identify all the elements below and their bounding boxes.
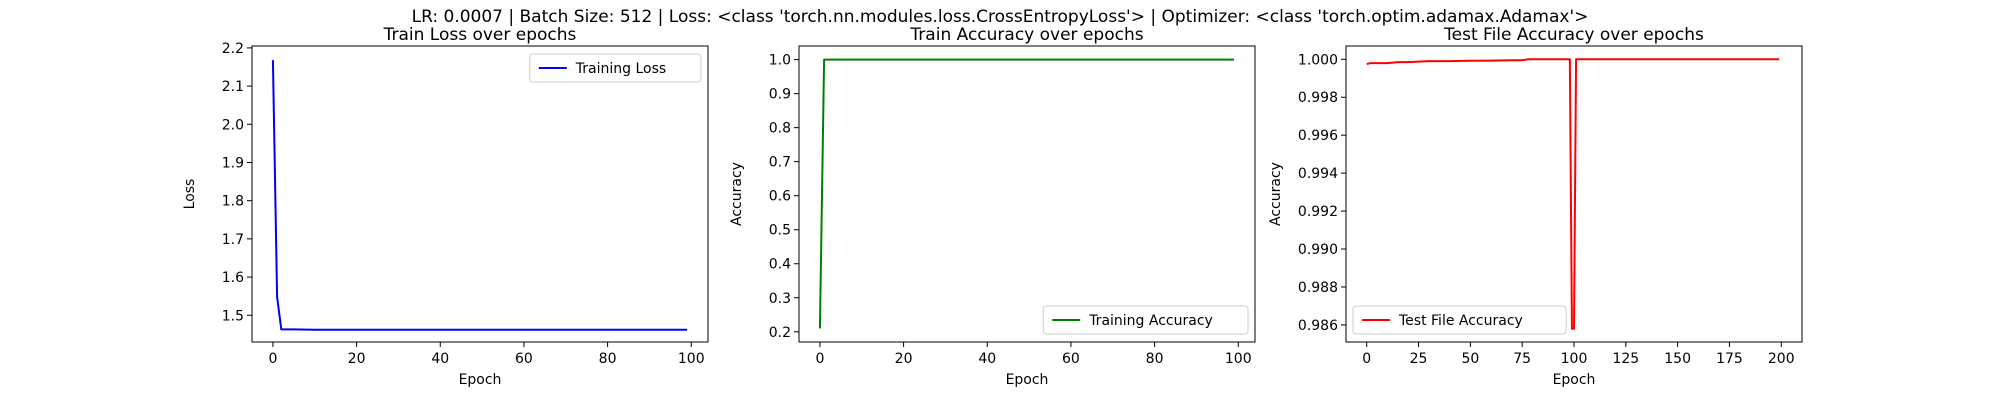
x-tick-label: 20 xyxy=(348,351,366,367)
x-tick-label: 175 xyxy=(1716,351,1743,367)
x-tick-label: 75 xyxy=(1513,351,1531,367)
y-tick-label: 1.8 xyxy=(222,194,244,210)
x-tick-label: 20 xyxy=(895,351,913,367)
y-axis-label: Accuracy xyxy=(1268,162,1284,226)
y-axis-label: Loss xyxy=(182,179,198,210)
series-line-1 xyxy=(818,58,1235,329)
x-tick-label: 50 xyxy=(1461,351,1479,367)
x-axis-label: Epoch xyxy=(1553,372,1596,388)
x-axis-label: Epoch xyxy=(459,372,502,388)
y-tick-label: 0.3 xyxy=(769,291,791,307)
y-tick-label: 1.6 xyxy=(222,270,244,286)
x-tick-label: 0 xyxy=(268,351,277,367)
y-tick-label: 0.992 xyxy=(1298,204,1338,220)
y-tick-label: 1.9 xyxy=(222,155,244,171)
y-tick-label: 2.2 xyxy=(222,41,244,57)
plot-title: Train Loss over epochs xyxy=(383,25,577,45)
y-tick-label: 2.0 xyxy=(222,117,244,133)
legend-box xyxy=(529,53,702,83)
legend-box xyxy=(1352,305,1567,335)
plot-title: Test File Accuracy over epochs xyxy=(1443,25,1704,45)
subplot-1: 0 20 40 60 80 100 1.5 1.6 1.7 1.8 1.9 2.0 2.1 2.2 Trai… xyxy=(182,25,709,388)
y-tick-label: 0.994 xyxy=(1298,166,1338,182)
x-tick-label: 200 xyxy=(1768,351,1795,367)
y-tick-label: 1.5 xyxy=(222,308,244,324)
x-tick-label: 80 xyxy=(599,351,617,367)
y-tick-label: 1.7 xyxy=(222,232,244,248)
y-tick-label: 0.996 xyxy=(1298,128,1338,144)
y-tick-label: 0.9 xyxy=(769,87,791,103)
y-tick-label: 0.4 xyxy=(769,257,791,273)
y-axis-label: Accuracy xyxy=(729,162,745,226)
y-tick-label: 1.000 xyxy=(1298,52,1338,68)
y-tick-label: 1.0 xyxy=(769,53,791,69)
y-tick-label: 0.7 xyxy=(769,155,791,171)
x-axis-label: Epoch xyxy=(1006,372,1049,388)
plots-container: 0 20 40 60 80 100 1.5 1.6 1.7 1.8 1.9 2.0 2.1 2.2 Trai… xyxy=(182,25,1803,388)
y-tick-label: 0.5 xyxy=(769,223,791,239)
x-tick-label: 0 xyxy=(1362,351,1371,367)
x-tick-label: 40 xyxy=(431,351,449,367)
x-tick-label: 100 xyxy=(678,351,705,367)
legend-label: Training Loss xyxy=(575,61,666,77)
legend-box xyxy=(1042,305,1249,335)
plot-frame xyxy=(798,45,1256,343)
subplot-3: 0 25 50 75 100 125 150 175 200 0.986 0.988 0.990 0.9… xyxy=(1268,25,1803,388)
legend-label: Test File Accuracy xyxy=(1398,313,1523,329)
x-tick-label: 0 xyxy=(815,351,824,367)
x-tick-label: 40 xyxy=(978,351,996,367)
plot-title: Train Accuracy over epochs xyxy=(909,25,1143,45)
legend: Training Loss xyxy=(529,53,702,83)
legend: Test File Accuracy xyxy=(1352,305,1567,335)
y-tick-label: 0.986 xyxy=(1298,318,1338,334)
x-tick-label: 80 xyxy=(1146,351,1164,367)
legend-label: Training Accuracy xyxy=(1088,313,1213,329)
figure-suptitle: LR: 0.0007 | Batch Size: 512 | Loss: <cl… xyxy=(412,7,1589,27)
y-tick-label: 0.990 xyxy=(1298,242,1338,258)
x-tick-label: 25 xyxy=(1410,351,1428,367)
x-tick-label: 125 xyxy=(1612,351,1639,367)
plot-frame xyxy=(251,45,709,343)
y-tick-label: 0.988 xyxy=(1298,280,1338,296)
y-tick-label: 0.2 xyxy=(769,325,791,341)
y-tick-label: 0.6 xyxy=(769,189,791,205)
series-line-1 xyxy=(1366,58,1780,330)
x-tick-label: 100 xyxy=(1225,351,1252,367)
legend: Training Accuracy xyxy=(1042,305,1249,335)
subplot-2: 0 20 40 60 80 100 0.2 0.3 0.4 0.5 0.6 0.7 0.8 0.9 1.0 T… xyxy=(729,25,1256,388)
x-tick-label: 60 xyxy=(1062,351,1080,367)
y-tick-label: 2.1 xyxy=(222,79,244,95)
x-tick-label: 100 xyxy=(1561,351,1588,367)
series-line-1 xyxy=(271,60,688,331)
y-tick-label: 0.8 xyxy=(769,121,791,137)
x-tick-label: 150 xyxy=(1664,351,1691,367)
y-tick-label: 0.998 xyxy=(1298,90,1338,106)
x-tick-label: 60 xyxy=(515,351,533,367)
